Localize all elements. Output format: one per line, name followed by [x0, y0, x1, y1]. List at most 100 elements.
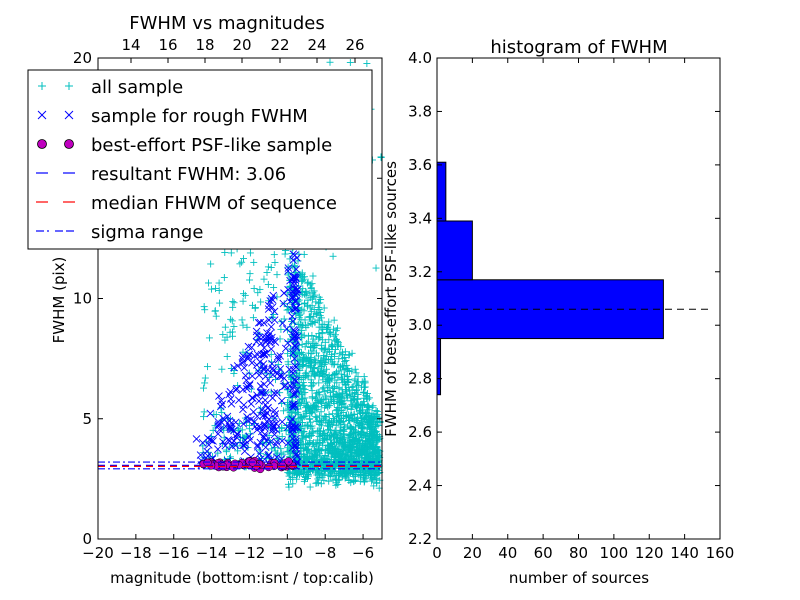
all-sample-point — [209, 426, 217, 434]
scatter-panel: −20−18−16−14−12−10−8−6051015201416182022… — [27, 13, 385, 587]
all-sample-point — [329, 410, 337, 418]
scatter-xtick-label: −14 — [196, 544, 228, 562]
all-sample-point — [270, 443, 278, 451]
all-sample-point — [307, 308, 315, 316]
all-sample-point — [352, 428, 360, 436]
scatter-xtick-label: −10 — [272, 544, 304, 562]
all-sample-point — [212, 285, 220, 293]
legend-label-sigma-range: sigma range — [91, 222, 203, 243]
all-sample-point — [278, 424, 286, 432]
all-sample-point — [298, 322, 306, 330]
all-sample-point — [249, 314, 257, 322]
all-sample-point — [289, 480, 297, 488]
histogram-ytick-label: 3.6 — [408, 156, 432, 174]
all-sample-point — [304, 403, 312, 411]
all-sample-point — [264, 280, 272, 288]
all-sample-point — [264, 263, 272, 271]
all-sample-point — [279, 450, 287, 458]
all-sample-point — [241, 291, 249, 299]
all-sample-point — [321, 401, 329, 409]
all-sample-point — [257, 450, 265, 458]
psf-sample-point — [264, 463, 273, 472]
all-sample-point — [238, 258, 246, 266]
all-sample-point — [215, 287, 223, 295]
all-sample-point — [344, 364, 352, 372]
histogram-xtick-label: 120 — [635, 544, 664, 562]
all-sample-point — [246, 249, 254, 257]
all-sample-point — [199, 442, 207, 450]
histogram-ytick-label: 4.0 — [408, 49, 432, 67]
all-sample-point — [302, 362, 310, 370]
histogram-ytick-label: 3.0 — [408, 316, 432, 334]
all-sample-point — [295, 312, 303, 320]
all-sample-point — [304, 338, 312, 346]
all-sample-point — [352, 369, 360, 377]
all-sample-point — [365, 403, 373, 411]
scatter-xtick-label: −12 — [234, 544, 266, 562]
all-sample-point — [246, 270, 254, 278]
histogram-xlabel: number of sources — [509, 569, 649, 587]
all-sample-point — [370, 482, 378, 490]
scatter-ytick-label: 5 — [82, 410, 92, 428]
all-sample-point — [344, 459, 352, 467]
all-sample-point — [288, 317, 296, 325]
scatter-top-tick-label: 18 — [195, 36, 214, 54]
all-sample-point — [223, 353, 231, 361]
all-sample-point — [311, 371, 319, 379]
histogram-bar — [436, 220, 473, 281]
scatter-xtick-label: −6 — [352, 544, 374, 562]
all-sample-point — [277, 445, 285, 453]
all-sample-point — [250, 258, 258, 266]
all-sample-point — [301, 473, 309, 481]
histogram-bar — [436, 161, 447, 222]
all-sample-point — [348, 402, 356, 410]
histogram-ytick-label: 2.2 — [408, 530, 432, 548]
all-sample-point — [300, 381, 308, 389]
all-sample-point — [270, 251, 278, 259]
all-sample-point — [214, 449, 222, 457]
all-sample-point — [308, 331, 316, 339]
all-sample-point — [315, 379, 323, 387]
all-sample-point — [303, 421, 311, 429]
all-sample-point — [310, 287, 318, 295]
histogram-ytick-label: 3.2 — [408, 263, 432, 281]
all-sample-point — [268, 445, 276, 453]
all-sample-point — [332, 331, 340, 339]
all-sample-point — [200, 408, 208, 416]
all-sample-point — [351, 365, 359, 373]
scatter-top-tick-label: 20 — [232, 36, 251, 54]
scatter-top-tick-label: 16 — [158, 36, 177, 54]
all-sample-point — [221, 336, 229, 344]
all-sample-point — [309, 380, 317, 388]
all-sample-point — [368, 423, 376, 431]
all-sample-point — [284, 358, 292, 366]
all-sample-point — [285, 472, 293, 480]
all-sample-point — [335, 475, 343, 483]
all-sample-point — [374, 437, 382, 445]
scatter-top-tick-label: 26 — [345, 36, 364, 54]
all-sample-point — [347, 405, 355, 413]
all-sample-point — [312, 395, 320, 403]
scatter-xtick-label: −8 — [314, 544, 336, 562]
all-sample-point — [200, 384, 208, 392]
all-sample-point — [305, 313, 313, 321]
all-sample-point — [301, 343, 309, 351]
all-sample-point — [203, 363, 211, 371]
all-sample-point — [230, 299, 238, 307]
all-sample-point — [274, 449, 282, 457]
all-sample-point — [285, 437, 293, 445]
all-sample-point — [321, 452, 329, 460]
histogram-xtick-label: 40 — [498, 544, 517, 562]
histogram-ytick-label: 3.8 — [408, 102, 432, 120]
histogram-ytick-label: 3.4 — [408, 209, 432, 227]
all-sample-point — [360, 373, 368, 381]
all-sample-point — [243, 323, 251, 331]
histogram-xtick-label: 20 — [463, 544, 482, 562]
all-sample-point — [325, 329, 333, 337]
all-sample-point — [257, 298, 265, 306]
all-sample-point — [227, 249, 235, 257]
legend-label-resultant-fwhm: resultant FWHM: 3.06 — [91, 164, 286, 185]
histogram-xtick-label: 0 — [432, 544, 442, 562]
all-sample-point — [228, 317, 236, 325]
